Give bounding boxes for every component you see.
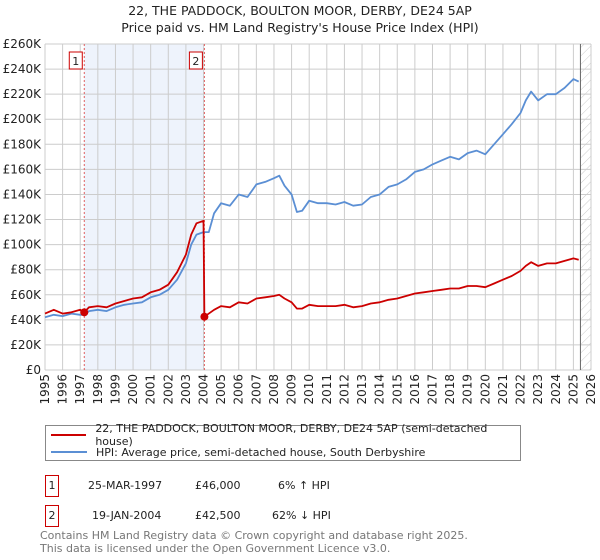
ownership-shade	[84, 44, 205, 370]
x-tick-label: 2025	[566, 374, 580, 405]
x-tick-label: 2006	[232, 374, 246, 405]
sale-row-2: 2 19-JAN-2004 £42,500 62% ↓ HPI	[45, 505, 545, 527]
attribution: Contains HM Land Registry data © Crown c…	[40, 529, 468, 555]
x-tick-label: 2013	[355, 374, 369, 405]
x-tick-label: 2011	[320, 374, 334, 405]
x-tick-label: 2019	[461, 374, 475, 405]
legend-item-hpi: HPI: Average price, semi-detached house,…	[51, 444, 425, 460]
chart-title-line2: Price paid vs. HM Land Registry's House …	[121, 20, 479, 35]
y-tick-label: £20K	[10, 338, 42, 352]
x-tick-label: 2024	[549, 374, 563, 405]
x-tick-label: 1995	[38, 374, 52, 405]
legend-label-price: 22, THE PADDOCK, BOULTON MOOR, DERBY, DE…	[95, 422, 488, 448]
chart-plot: 1995 1996 1997 1998 1999 2000 2001 2002 2003 2004…	[3, 37, 598, 405]
x-tick-label: 2008	[267, 374, 281, 405]
sale-price: £42,500	[195, 509, 241, 522]
sale-point	[200, 312, 209, 321]
sale-date: 25-MAR-1997	[88, 479, 163, 492]
x-tick-label: 1997	[73, 374, 87, 405]
sale-marker-label: 1	[72, 55, 79, 68]
y-tick-label: £120K	[3, 213, 43, 227]
sale-price: £46,000	[195, 479, 241, 492]
chart-title-line1: 22, THE PADDOCK, BOULTON MOOR, DERBY, DE…	[128, 3, 472, 18]
x-tick-label: 2002	[161, 374, 175, 405]
y-tick-label: £100K	[3, 238, 43, 252]
x-tick-label: 2010	[302, 374, 316, 405]
x-tick-label: 2017	[425, 374, 439, 405]
x-tick-label: 1999	[108, 374, 122, 405]
x-tick-label: 2003	[179, 374, 193, 405]
y-tick-label: £140K	[3, 187, 43, 201]
chart-legend: 22, THE PADDOCK, BOULTON MOOR, DERBY, DE…	[45, 422, 521, 461]
sale-row-1: 1 25-MAR-1997 £46,000 6% ↑ HPI	[45, 475, 545, 497]
y-tick-label: £60K	[10, 288, 42, 302]
x-tick-label: 2023	[531, 374, 545, 405]
legend-swatch-hpi	[51, 451, 87, 453]
sale-number-badge: 2	[45, 505, 59, 527]
sale-hpi-diff: 6% ↑ HPI	[278, 479, 330, 492]
y-tick-label: £200K	[3, 112, 43, 126]
y-tick-label: £220K	[3, 87, 43, 101]
sale-hpi-diff: 62% ↓ HPI	[272, 509, 331, 522]
y-tick-label: £240K	[3, 62, 43, 76]
legend-item-price: 22, THE PADDOCK, BOULTON MOOR, DERBY, DE…	[51, 422, 520, 448]
x-tick-label: 2007	[249, 374, 263, 405]
y-tick-label: £160K	[3, 162, 43, 176]
x-tick-label: 2015	[390, 374, 404, 405]
y-tick-label: £40K	[10, 313, 42, 327]
x-tick-label: 2012	[337, 374, 351, 405]
price-paid-line	[44, 219, 579, 318]
x-tick-label: 2000	[126, 374, 140, 405]
y-tick-label: £260K	[3, 37, 43, 51]
x-tick-label: 2022	[514, 374, 528, 405]
forecast-hatch	[580, 44, 591, 370]
x-tick-label: 2014	[373, 374, 387, 405]
sale-number-badge: 1	[45, 475, 59, 497]
x-tick-label: 2009	[285, 374, 299, 405]
x-tick-label: 2016	[408, 374, 422, 405]
x-tick-label: 2020	[478, 374, 492, 405]
x-tick-label: 2021	[496, 374, 510, 405]
attribution-line2: This data is licensed under the Open Gov…	[40, 542, 391, 555]
sale-marker-box	[68, 51, 83, 70]
sale-marker-label: 2	[192, 55, 199, 68]
attribution-line1: Contains HM Land Registry data © Crown c…	[40, 529, 468, 542]
legend-swatch-price	[51, 434, 87, 436]
legend-label-hpi: HPI: Average price, semi-detached house,…	[96, 445, 426, 459]
x-tick-label: 2001	[144, 374, 158, 405]
sale-point	[80, 308, 89, 317]
y-tick-label: £0	[26, 363, 41, 377]
x-tick-label: 1996	[56, 374, 70, 405]
x-tick-label: 2026	[584, 374, 598, 405]
hpi-line	[44, 78, 580, 319]
x-tick-label: 2005	[214, 374, 228, 405]
x-tick-label: 1998	[91, 374, 105, 405]
sale-marker-box	[188, 51, 203, 70]
sale-date: 19-JAN-2004	[92, 509, 162, 522]
x-tick-label: 2018	[443, 374, 457, 405]
y-tick-label: £80K	[10, 263, 42, 277]
y-tick-label: £180K	[3, 137, 43, 151]
x-tick-label: 2004	[197, 374, 211, 405]
